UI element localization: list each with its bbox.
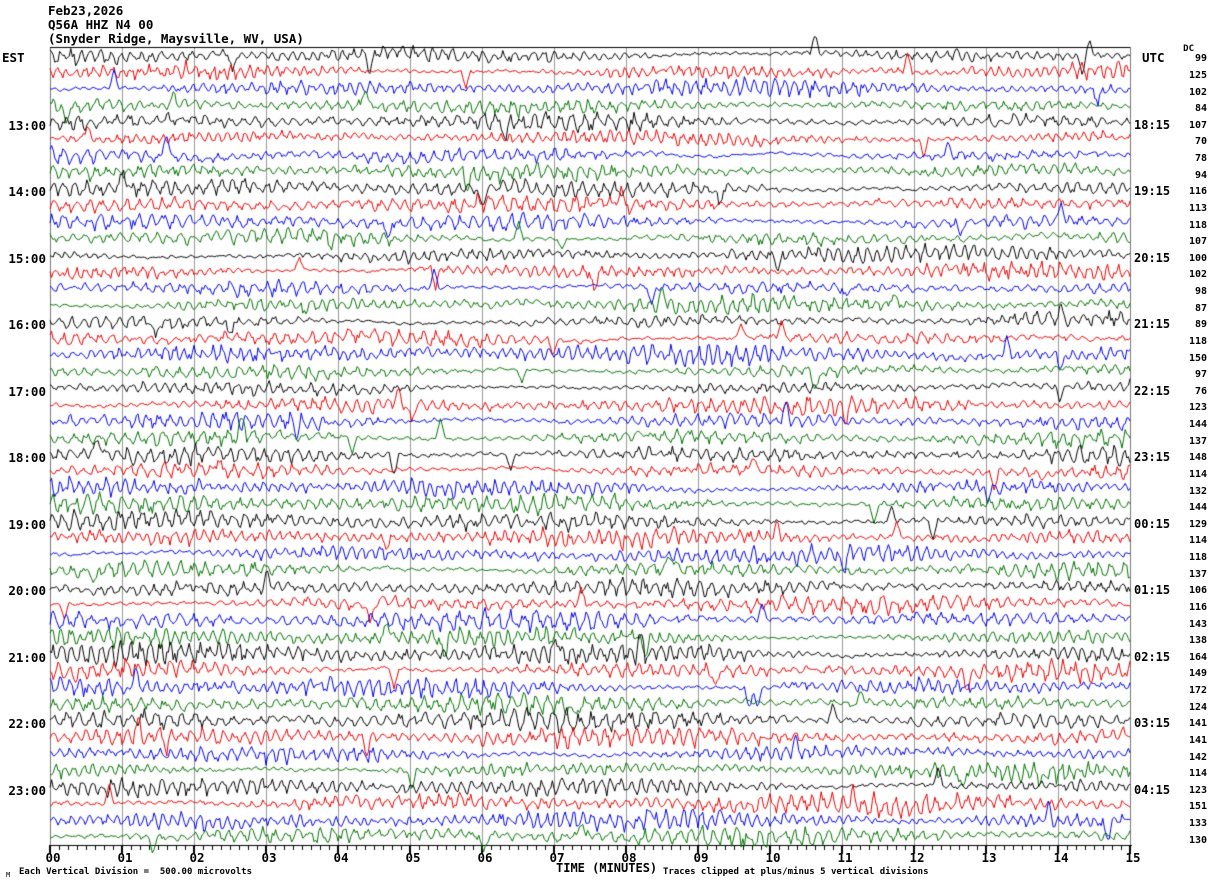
x-tick-label: 03 xyxy=(261,850,277,865)
dc-offset-value: 102 xyxy=(1188,86,1207,98)
right-timezone-label: UTC xyxy=(1142,50,1165,65)
utc-hour-label: 02:15 xyxy=(1134,649,1171,664)
dc-offset-value: 114 xyxy=(1188,535,1207,547)
dc-offset-value: 130 xyxy=(1188,834,1207,846)
x-tick-label: 14 xyxy=(1053,850,1069,865)
x-axis-title: TIME (MINUTES) xyxy=(556,861,658,875)
dc-offset-value: 125 xyxy=(1188,69,1207,81)
dc-offset-value: 84 xyxy=(1194,103,1207,115)
dc-offset-value: 149 xyxy=(1188,668,1207,680)
dc-offset-value: 133 xyxy=(1188,818,1207,830)
utc-hour-label: 22:15 xyxy=(1134,383,1171,398)
dc-offset-value: 113 xyxy=(1188,202,1207,214)
x-tick-label: 13 xyxy=(981,850,997,865)
dc-offset-value: 99 xyxy=(1194,53,1207,65)
x-tick-label: 00 xyxy=(45,850,61,865)
x-tick-label: 02 xyxy=(189,850,205,865)
header-date: Feb23,2026 xyxy=(48,3,124,18)
dc-offset-value: 102 xyxy=(1188,269,1207,281)
x-tick-label: 11 xyxy=(837,850,853,865)
x-tick-label: 01 xyxy=(117,850,133,865)
utc-hour-label: 00:15 xyxy=(1134,516,1171,531)
utc-hour-label: 19:15 xyxy=(1134,184,1171,199)
dc-offset-value: 123 xyxy=(1188,402,1207,414)
x-tick-label: 10 xyxy=(765,850,781,865)
est-hour-label: 14:00 xyxy=(8,184,46,200)
x-tick-label: 08 xyxy=(621,850,637,865)
dc-offset-value: 141 xyxy=(1188,734,1207,746)
dc-offset-value: 137 xyxy=(1188,568,1207,580)
dc-offset-value: 124 xyxy=(1188,701,1207,713)
est-hour-label: 13:00 xyxy=(8,117,46,133)
dc-offset-value: 98 xyxy=(1194,286,1207,298)
corner-watermark: M xyxy=(6,871,11,879)
x-tick-label: 04 xyxy=(333,850,349,865)
dc-offset-value: 143 xyxy=(1188,618,1207,630)
x-tick-label: 15 xyxy=(1125,850,1141,865)
dc-offset-value: 118 xyxy=(1188,335,1207,347)
dc-offset-value: 106 xyxy=(1188,585,1207,597)
x-tick-label: 06 xyxy=(477,850,493,865)
dc-offset-value: 123 xyxy=(1188,784,1207,796)
utc-hour-label: 03:15 xyxy=(1134,716,1171,731)
utc-hour-label: 04:15 xyxy=(1134,782,1171,797)
clip-note: Traces clipped at plus/minus 5 vertical … xyxy=(663,867,929,877)
est-hour-label: 18:00 xyxy=(8,450,46,466)
dc-offset-value: 148 xyxy=(1188,452,1207,464)
dc-offset-value: 132 xyxy=(1188,485,1207,497)
utc-hour-label: 23:15 xyxy=(1134,450,1171,465)
dc-offset-value: 114 xyxy=(1188,768,1207,780)
est-hour-label: 21:00 xyxy=(8,649,46,665)
x-tick-label: 05 xyxy=(405,850,421,865)
est-hour-label: 20:00 xyxy=(8,583,46,599)
est-hour-label: 23:00 xyxy=(8,782,46,798)
scale-note: Each Vertical Division = 500.00 microvol… xyxy=(19,867,252,877)
dc-offset-value: 70 xyxy=(1194,136,1207,148)
dc-offset-value: 116 xyxy=(1188,186,1207,198)
x-tick-label: 07 xyxy=(549,850,565,865)
x-tick-label: 09 xyxy=(693,850,709,865)
dc-column-header: DC xyxy=(1183,44,1194,55)
dc-offset-value: 129 xyxy=(1188,518,1207,530)
est-hour-label: 17:00 xyxy=(8,383,46,399)
utc-hour-label: 01:15 xyxy=(1134,583,1171,598)
dc-offset-value: 164 xyxy=(1188,651,1207,663)
est-hour-label: 22:00 xyxy=(8,716,46,732)
dc-offset-value: 144 xyxy=(1188,502,1207,514)
dc-offset-value: 107 xyxy=(1188,236,1207,248)
dc-offset-value: 76 xyxy=(1194,385,1207,397)
dc-offset-value: 151 xyxy=(1188,801,1207,813)
left-timezone-label: EST xyxy=(2,50,25,65)
utc-hour-label: 20:15 xyxy=(1134,250,1171,265)
dc-offset-value: 114 xyxy=(1188,468,1207,480)
dc-offset-value: 78 xyxy=(1194,153,1207,165)
dc-offset-value: 172 xyxy=(1188,685,1207,697)
dc-offset-value: 100 xyxy=(1188,252,1207,264)
dc-offset-value: 87 xyxy=(1194,302,1207,314)
dc-offset-value: 107 xyxy=(1188,119,1207,131)
est-hour-label: 16:00 xyxy=(8,317,46,333)
dc-offset-value: 94 xyxy=(1194,169,1207,181)
dc-offset-value: 116 xyxy=(1188,601,1207,613)
dc-offset-value: 142 xyxy=(1188,751,1207,763)
dc-offset-value: 138 xyxy=(1188,635,1207,647)
dc-offset-value: 144 xyxy=(1188,419,1207,431)
dc-offset-value: 141 xyxy=(1188,718,1207,730)
utc-hour-label: 21:15 xyxy=(1134,317,1171,332)
header-station-code: Q56A HHZ N4 00 xyxy=(48,17,154,32)
dc-offset-value: 118 xyxy=(1188,552,1207,564)
header-station-location: (Snyder Ridge, Maysville, WV, USA) xyxy=(48,31,304,46)
dc-offset-value: 97 xyxy=(1194,369,1207,381)
dc-offset-value: 137 xyxy=(1188,435,1207,447)
utc-hour-label: 18:15 xyxy=(1134,117,1171,132)
est-hour-label: 15:00 xyxy=(8,250,46,266)
dc-offset-value: 89 xyxy=(1194,319,1207,331)
est-hour-label: 19:00 xyxy=(8,516,46,532)
x-tick-label: 12 xyxy=(909,850,925,865)
dc-offset-value: 150 xyxy=(1188,352,1207,364)
dc-offset-value: 118 xyxy=(1188,219,1207,231)
